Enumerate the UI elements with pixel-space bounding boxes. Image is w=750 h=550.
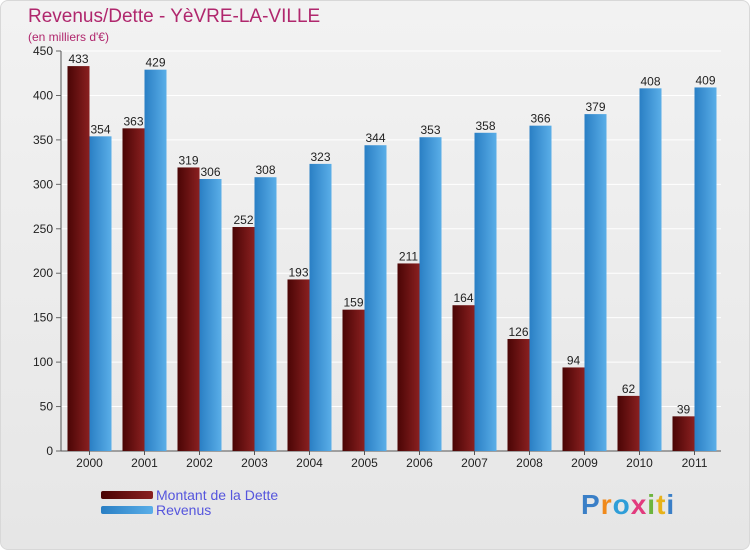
data-label-revenus: 344 xyxy=(365,131,385,145)
data-label-dette: 62 xyxy=(622,382,636,396)
y-tick-label: 150 xyxy=(33,311,53,325)
x-tick-label: 2003 xyxy=(241,456,268,470)
data-label-revenus: 308 xyxy=(255,163,275,177)
logo-letter: P xyxy=(581,489,601,520)
y-tick-label: 0 xyxy=(46,444,53,458)
logo-letter: i xyxy=(647,489,657,520)
data-label-revenus: 429 xyxy=(145,56,165,70)
data-label-revenus: 379 xyxy=(585,100,605,114)
bar-dette xyxy=(342,309,365,451)
y-tick-label: 350 xyxy=(33,133,53,147)
x-tick-label: 2010 xyxy=(626,456,653,470)
logo-letter: r xyxy=(600,489,613,520)
bar-dette xyxy=(287,279,310,451)
legend-label-revenus: Revenus xyxy=(156,501,212,518)
proxiti-logo: Proxiti xyxy=(581,489,675,521)
x-tick-label: 2001 xyxy=(131,456,158,470)
bar-dette xyxy=(562,367,585,451)
x-tick-label: 2009 xyxy=(571,456,598,470)
chart-legend: Montant de la Dette Revenus xyxy=(101,486,279,518)
data-label-revenus: 306 xyxy=(200,165,220,179)
data-label-revenus: 408 xyxy=(640,74,660,88)
bar-revenus xyxy=(694,87,717,451)
legend-label-dette: Montant de la Dette xyxy=(156,486,279,503)
data-label-dette: 319 xyxy=(178,153,198,167)
data-label-dette: 159 xyxy=(343,296,363,310)
bar-revenus xyxy=(584,114,607,451)
bar-dette xyxy=(397,263,420,451)
bar-dette xyxy=(672,416,695,451)
logo-letter: x xyxy=(630,489,648,520)
logo-letter: o xyxy=(612,489,631,520)
x-tick-label: 2005 xyxy=(351,456,378,470)
bar-dette xyxy=(507,339,530,451)
bar-revenus xyxy=(254,177,277,451)
logo-letter: t xyxy=(656,489,667,520)
data-label-dette: 363 xyxy=(123,114,143,128)
bar-revenus xyxy=(199,179,222,451)
x-tick-label: 2007 xyxy=(461,456,488,470)
bar-revenus xyxy=(364,145,387,451)
bar-revenus xyxy=(529,125,552,452)
y-tick-label: 50 xyxy=(40,400,54,414)
bar-revenus xyxy=(639,88,662,451)
bar-revenus xyxy=(89,136,112,452)
data-label-revenus: 354 xyxy=(90,122,110,136)
y-tick-label: 300 xyxy=(33,177,53,191)
y-tick-label: 450 xyxy=(33,44,53,58)
data-label-dette: 39 xyxy=(677,402,691,416)
legend-item-revenus: Revenus xyxy=(101,501,278,518)
data-label-dette: 252 xyxy=(233,213,253,227)
data-label-revenus: 366 xyxy=(530,112,550,126)
bar-dette xyxy=(177,167,200,451)
legend-item-dette: Montant de la Dette xyxy=(101,486,279,503)
bar-dette xyxy=(617,395,640,451)
data-label-dette: 211 xyxy=(399,249,418,263)
bar-revenus xyxy=(309,163,332,451)
bar-revenus xyxy=(144,69,167,452)
data-label-revenus: 353 xyxy=(420,123,440,137)
bar-dette xyxy=(452,305,475,451)
bar-dette xyxy=(67,66,90,451)
bar-revenus xyxy=(419,137,442,451)
data-label-dette: 164 xyxy=(453,291,473,305)
logo-letter: i xyxy=(666,489,676,520)
chart-title: Revenus/Dette - YèVRE-LA-VILLE xyxy=(28,6,321,27)
chart-subtitle: (en milliers d'€) xyxy=(28,30,109,44)
bar-dette xyxy=(232,227,255,451)
data-label-revenus: 323 xyxy=(310,150,330,164)
bar-revenus xyxy=(474,132,497,451)
data-label-dette: 94 xyxy=(567,353,581,367)
bar-dette xyxy=(122,128,145,451)
legend-swatch-dette xyxy=(101,490,153,499)
x-tick-label: 2006 xyxy=(406,456,433,470)
y-tick-label: 250 xyxy=(33,222,53,236)
data-label-dette: 433 xyxy=(68,52,88,66)
data-label-revenus: 358 xyxy=(475,119,495,133)
data-label-revenus: 409 xyxy=(695,73,715,87)
data-label-dette: 126 xyxy=(508,325,528,339)
y-tick-label: 400 xyxy=(33,88,53,102)
x-tick-label: 2002 xyxy=(186,456,213,470)
y-tick-label: 200 xyxy=(33,266,53,280)
x-tick-label: 2011 xyxy=(682,456,708,470)
x-tick-label: 2008 xyxy=(516,456,543,470)
data-label-dette: 193 xyxy=(288,265,308,279)
y-tick-label: 100 xyxy=(33,355,53,369)
legend-swatch-revenus xyxy=(101,505,153,514)
x-tick-label: 2004 xyxy=(296,456,323,470)
x-tick-label: 2000 xyxy=(76,456,103,470)
